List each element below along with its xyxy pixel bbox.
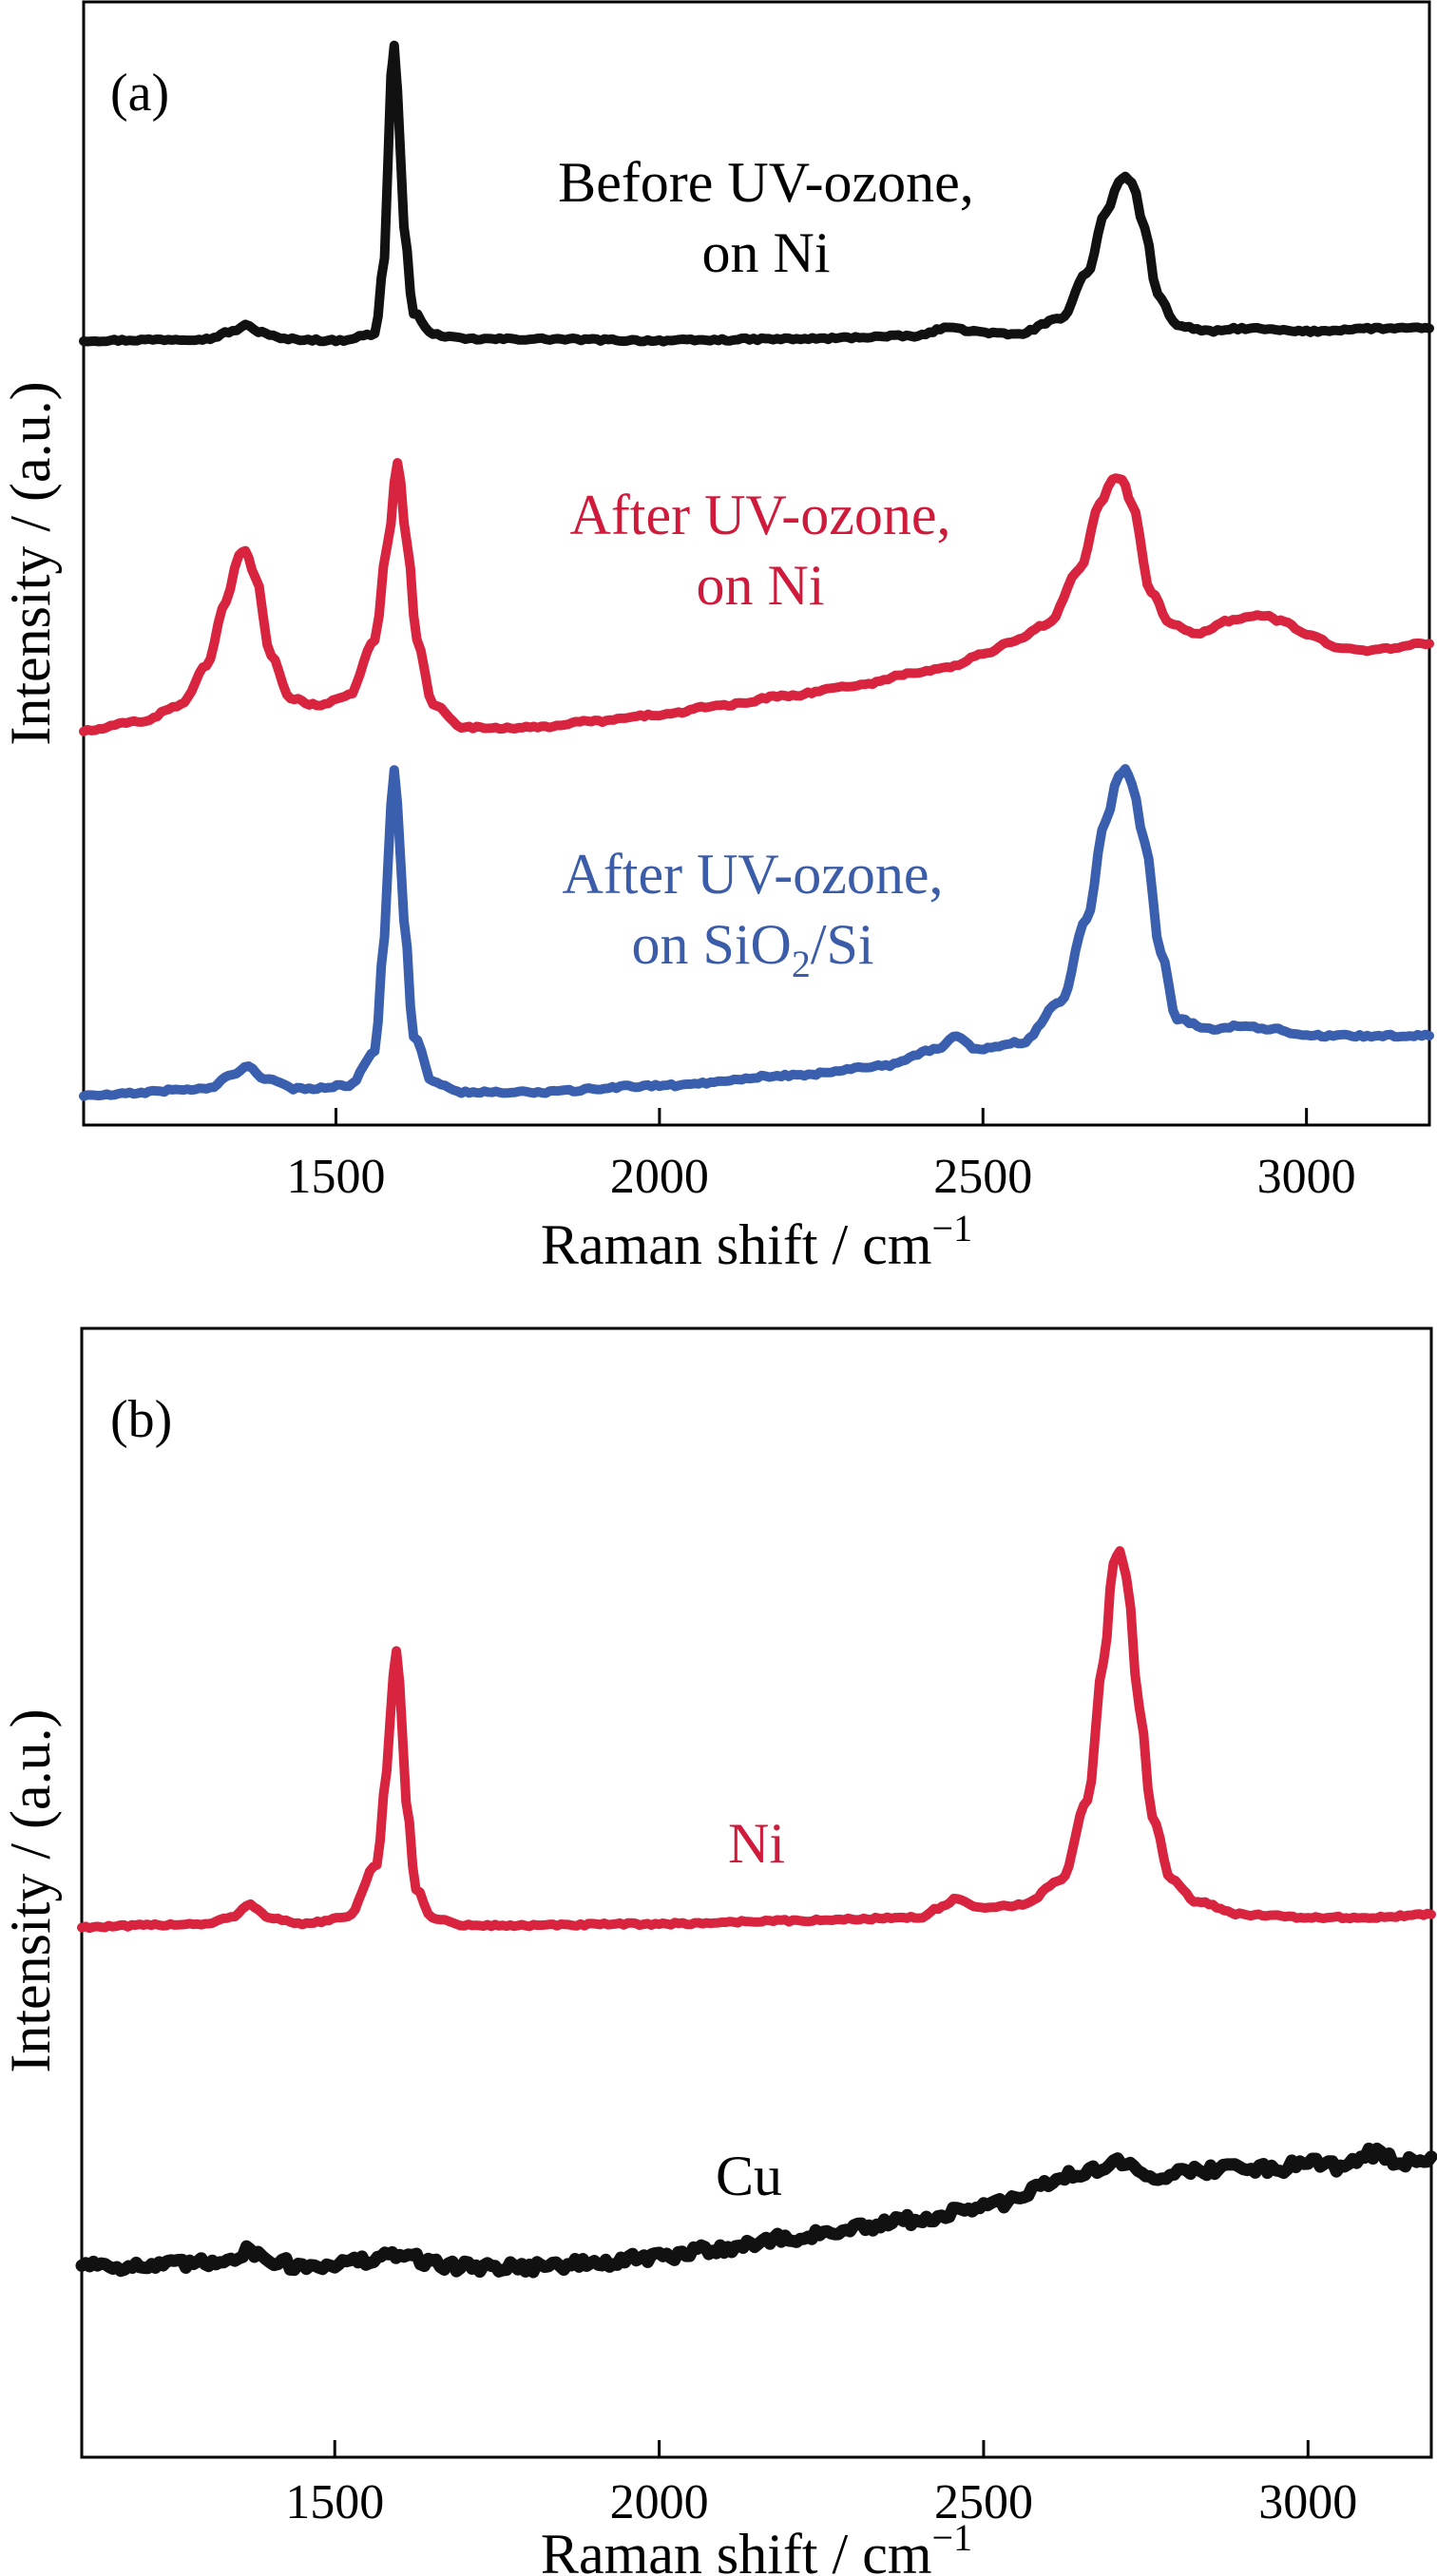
x-tick-label-b-2500: 2500 [934, 2475, 1033, 2529]
series-line-b-2 [75, 2142, 1437, 2279]
series-label-ni: Ni [728, 1812, 785, 1875]
series-label-after-sio2: After UV-ozone, [563, 843, 944, 906]
x-tick-label-a-2000: 2000 [610, 1150, 709, 1204]
x-ticks-b: 1500 2000 2500 3000 [285, 2440, 1357, 2529]
x-tick-label-a-2500: 2500 [933, 1150, 1032, 1204]
series-lines-b [75, 1546, 1437, 2279]
series-label-cu: Cu [716, 2145, 782, 2207]
series-line-a-2 [79, 458, 1434, 736]
panel-label-a: (a) [110, 64, 169, 123]
series-label-after-sio2-line2: on SiO2/Si [631, 913, 873, 985]
x-tick-label-a-3000: 3000 [1257, 1150, 1356, 1204]
panel-label-b: (b) [110, 1390, 172, 1449]
series-label-after-ni-line2: on Ni [697, 554, 825, 617]
panel-b: (b) 1500 2000 2500 3000 Ni Cu Raman shift /… [0, 1326, 1437, 2576]
plot-frame-a [82, 0, 1431, 1127]
series-lines-a [79, 40, 1434, 1101]
y-axis-title-b: Intensity / (a.u.) [0, 1708, 62, 2072]
series-label-after-ni: After UV-ozone, [570, 484, 951, 546]
series-label-before-ni: Before UV-ozone, [558, 151, 974, 214]
series-line-b-1 [77, 1546, 1436, 1934]
x-axis-title-a: Raman shift / cm−1 [541, 1207, 972, 1276]
series-line-a-3 [79, 764, 1434, 1101]
x-tick-label-b-3000: 3000 [1258, 2475, 1357, 2529]
panel-a: (a) 1500 2000 2500 3000 Before UV-ozone, on… [0, 0, 1434, 1276]
y-axis-title-a: Intensity / (a.u.) [0, 381, 62, 745]
series-line-a-1 [79, 40, 1434, 347]
plot-frame-b [80, 1326, 1433, 2459]
x-ticks-a: 1500 2000 2500 3000 [287, 1108, 1356, 1204]
x-tick-label-a-1500: 1500 [287, 1150, 386, 1204]
x-axis-title-b: Raman shift / cm−1 [541, 2516, 972, 2576]
series-label-before-ni-line2: on Ni [702, 221, 831, 284]
x-tick-label-b-2000: 2000 [610, 2475, 709, 2529]
x-tick-label-b-1500: 1500 [285, 2475, 384, 2529]
